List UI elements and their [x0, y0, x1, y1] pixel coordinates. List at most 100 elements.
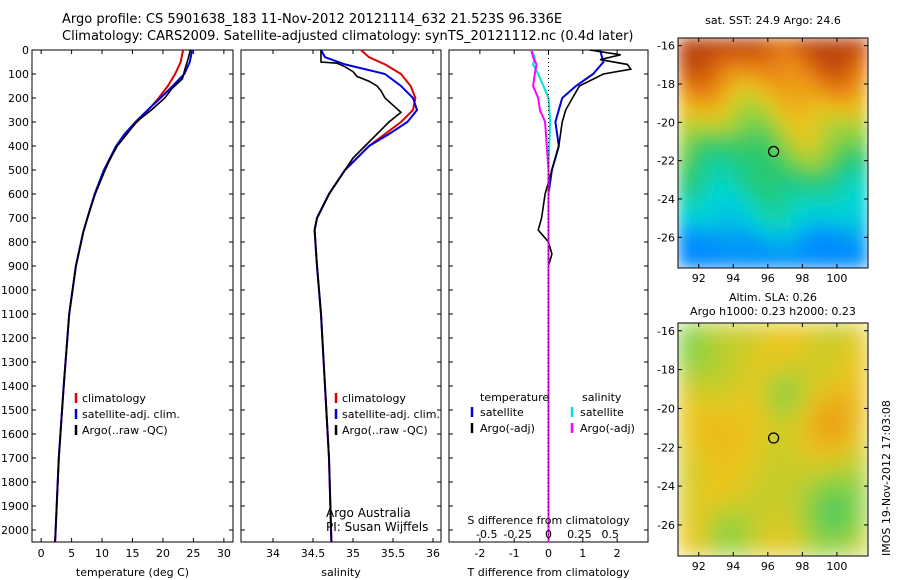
map-cell	[678, 248, 688, 259]
map-cell	[703, 516, 713, 528]
map-cell	[755, 114, 765, 125]
map-cell	[695, 487, 705, 499]
map-cell	[755, 400, 765, 411]
map-cell	[790, 143, 800, 154]
map-cell	[686, 191, 696, 202]
map-cell	[686, 104, 696, 116]
map-cell	[790, 200, 800, 211]
map-cell	[720, 497, 731, 508]
map-cell	[859, 536, 868, 547]
map-cell	[859, 162, 868, 173]
map-cell	[859, 85, 868, 96]
map-cell	[859, 516, 868, 528]
map-cell	[798, 66, 808, 77]
map-cell	[841, 76, 852, 87]
map-cell	[815, 323, 826, 334]
map-cell	[746, 361, 757, 372]
map-cell	[746, 162, 757, 173]
map-cell	[720, 248, 731, 259]
map-cell	[703, 56, 713, 68]
map-cell	[712, 468, 722, 479]
map-cell	[678, 162, 688, 173]
map-cell	[824, 516, 834, 528]
map-cell	[815, 448, 826, 460]
map-cell	[850, 104, 860, 116]
map-cell	[815, 526, 826, 538]
map-cell	[746, 342, 757, 353]
map-cell	[729, 478, 739, 489]
series-argo-raw-qc-	[54, 49, 192, 543]
map-cell	[841, 124, 852, 135]
map-cell	[798, 448, 808, 460]
map-cell	[738, 400, 748, 411]
map-y-tick-label: -18	[657, 364, 675, 377]
map-cell	[712, 361, 722, 372]
map-cell	[703, 248, 713, 259]
map-cell	[790, 66, 800, 77]
map-cell	[833, 152, 843, 164]
map-cell	[850, 171, 860, 183]
map-cell	[781, 478, 791, 489]
map-cell	[755, 497, 765, 508]
map-cell	[755, 95, 765, 106]
map-cell	[695, 332, 705, 343]
map-cell	[729, 371, 739, 382]
map-cell	[712, 400, 722, 411]
map-cell	[815, 162, 826, 173]
map-cell	[686, 323, 696, 334]
map-cell	[790, 47, 800, 58]
map-cell	[850, 76, 860, 87]
map-cell	[841, 439, 852, 450]
map-cell	[738, 429, 748, 440]
map-cell	[833, 468, 843, 479]
map-cell	[738, 526, 748, 538]
map-cell	[738, 380, 748, 392]
map-cell	[712, 219, 722, 231]
map-cell	[695, 85, 705, 96]
map-cell	[833, 248, 843, 259]
map-cell	[695, 536, 705, 547]
map-cell	[755, 181, 765, 192]
map-cell	[798, 536, 808, 547]
map-cell	[790, 191, 800, 202]
map-cell	[798, 526, 808, 538]
map-cell	[695, 429, 705, 440]
map-cell	[712, 258, 722, 268]
map-cell	[772, 181, 783, 192]
map-cell	[790, 361, 800, 372]
map-cell	[841, 419, 852, 431]
map-cell	[850, 181, 860, 192]
map-cell	[781, 439, 791, 450]
map-cell	[824, 546, 834, 556]
argo-position-marker	[767, 432, 780, 444]
x-tick-label: 34.5	[301, 547, 326, 560]
map-cell	[859, 95, 868, 106]
map-cell	[841, 497, 852, 508]
map-cell	[798, 351, 808, 363]
map-cell	[712, 526, 722, 538]
map-cell	[781, 133, 791, 144]
map-cell	[790, 332, 800, 343]
map-cell	[824, 210, 834, 221]
map-cell	[772, 507, 783, 518]
map-cell	[824, 536, 834, 547]
map-cell	[703, 361, 713, 372]
map-cell	[790, 458, 800, 470]
map-cell	[859, 332, 868, 343]
map-cell	[764, 361, 774, 372]
map-cell	[686, 332, 696, 343]
map-cell	[772, 516, 783, 528]
map-cell	[712, 380, 722, 392]
map-cell	[798, 38, 808, 49]
map-cell	[703, 171, 713, 183]
map-cell	[720, 380, 731, 392]
map-cell	[859, 400, 868, 411]
map-cell	[772, 536, 783, 547]
map-cell	[678, 200, 688, 211]
map-cell	[755, 133, 765, 144]
map-cell	[841, 104, 852, 116]
map-cell	[755, 143, 765, 154]
depth-tick-label: 1600	[1, 428, 29, 441]
map-cell	[824, 468, 834, 479]
map-cell	[729, 191, 739, 202]
